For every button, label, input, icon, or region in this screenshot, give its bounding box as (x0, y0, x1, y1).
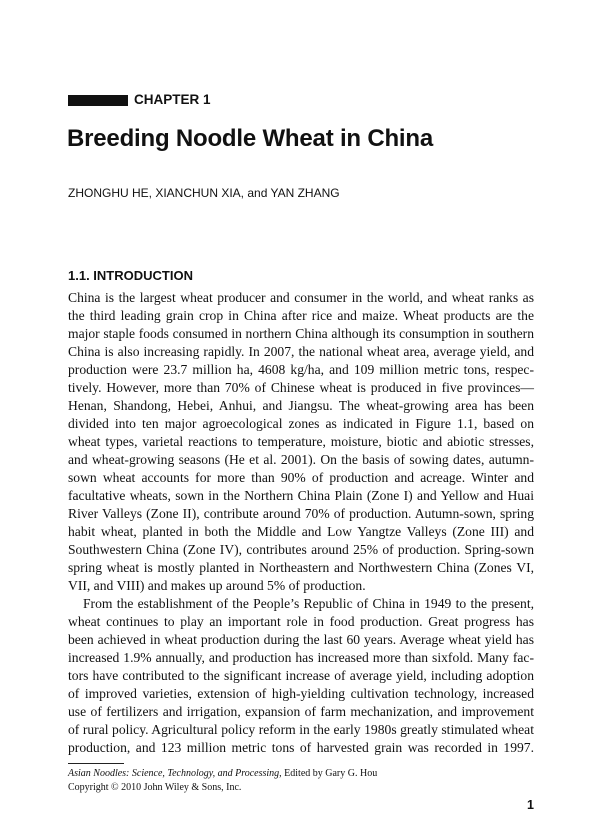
section-heading: 1.1. INTRODUCTION (68, 268, 193, 283)
text-line: and wheat-growing seasons (He et al. 200… (68, 452, 534, 467)
page-number: 1 (527, 798, 534, 812)
text-line: River Valleys (Zone II), contribute arou… (68, 506, 534, 521)
text-line: been achieved in wheat production during… (68, 632, 534, 647)
copyright: Copyright © 2010 John Wiley & Sons, Inc. (68, 781, 242, 793)
text-line: From the establishment of the People’s R… (83, 596, 534, 611)
text-line: of improved varieties, extension of high… (68, 686, 534, 701)
text-line: divided into ten major agroecological zo… (68, 416, 534, 431)
chapter-title: Breeding Noodle Wheat in China (67, 125, 434, 152)
text-line: sown wheat accounts for more than 90% of… (68, 470, 534, 485)
text-line: tively. However, more than 70% of Chines… (68, 380, 534, 395)
footnote-rule (68, 763, 124, 764)
text-line: production, and 123 million metric tons … (68, 740, 534, 755)
text-line: VII, and VIII) and makes up around 5% of… (68, 578, 366, 593)
text-line: major staple foods consumed in northern … (68, 326, 534, 341)
text-line: wheat types, varietal reactions to tempe… (68, 434, 534, 449)
footnote: Asian Noodles: Science, Technology, and … (68, 767, 377, 794)
authors: ZHONGHU HE, XIANCHUN XIA, and YAN ZHANG (68, 186, 340, 200)
text-line: increased 1.9% annually, and production … (68, 650, 534, 665)
chapter-bar (68, 95, 128, 106)
text-line: spring wheat is mostly planted in Northe… (68, 560, 534, 575)
book-title: Asian Noodles: Science, Technology, and … (68, 768, 282, 779)
text-line: China is the largest wheat producer and … (68, 290, 534, 305)
text-line: habit wheat, planted in both the Middle … (68, 524, 534, 539)
body-text: China is the largest wheat producer and … (68, 289, 534, 757)
text-line: wheat continues to play an important rol… (68, 614, 534, 629)
text-line: use of fertilizers and irrigation, expan… (68, 704, 534, 719)
text-line: of rural policy. Agricultural policy ref… (68, 722, 534, 737)
text-line: Southwestern China (Zone IV), contribute… (68, 542, 534, 557)
text-line: China is also increasing rapidly. In 200… (68, 344, 534, 359)
text-line: the third leading grain crop in China af… (68, 308, 534, 323)
text-line: tors have contributed to the significant… (68, 668, 534, 683)
text-line: Henan, Shandong, Hebei, Anhui, and Jiang… (68, 398, 534, 413)
text-line: facultative wheats, sown in the Northern… (68, 488, 534, 503)
chapter-label: CHAPTER 1 (134, 92, 211, 107)
text-line: production were 23.7 million ha, 4608 kg… (68, 362, 534, 377)
editor: Edited by Gary G. Hou (281, 768, 378, 779)
